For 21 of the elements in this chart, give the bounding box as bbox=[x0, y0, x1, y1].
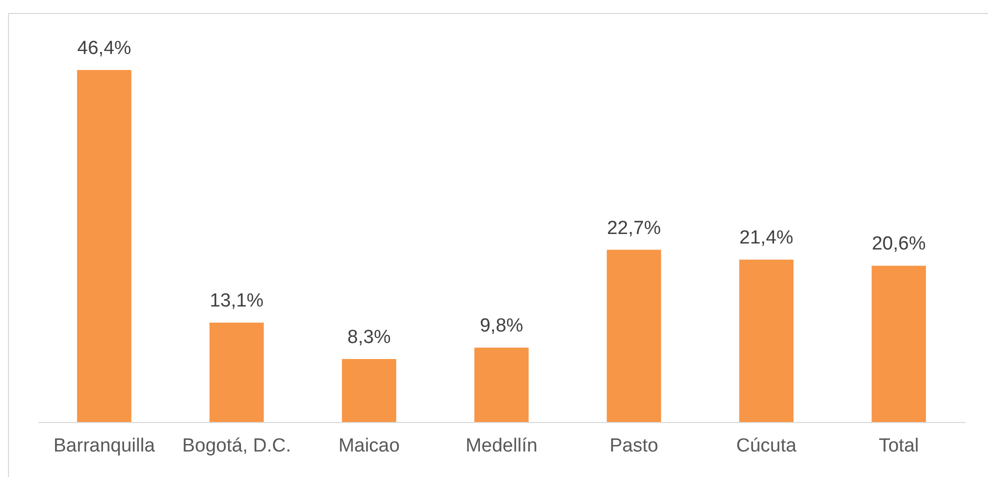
bar bbox=[739, 260, 794, 422]
data-label: 46,4% bbox=[77, 38, 132, 59]
bar bbox=[474, 348, 529, 422]
data-label: 13,1% bbox=[210, 290, 264, 312]
x-tick-label: Maicao bbox=[338, 436, 400, 456]
bar bbox=[872, 266, 926, 422]
x-tick-label: Medellín bbox=[466, 436, 538, 456]
x-tick-label: Cúcuta bbox=[736, 436, 797, 456]
bar bbox=[77, 70, 132, 422]
bar bbox=[209, 322, 264, 422]
bar bbox=[606, 250, 662, 422]
data-label: 8,3% bbox=[347, 327, 391, 348]
x-tick-label: Pasto bbox=[610, 436, 658, 456]
x-tick-label: Bogotá, D.C. bbox=[182, 436, 292, 456]
data-label: 9,8% bbox=[480, 316, 524, 337]
data-label: 22,7% bbox=[606, 218, 661, 239]
bar bbox=[342, 359, 396, 422]
data-label: 21,4% bbox=[739, 228, 794, 249]
x-tick-label: Barranquilla bbox=[54, 436, 156, 456]
x-tick-label: Total bbox=[878, 436, 919, 456]
data-label: 20,6% bbox=[872, 234, 926, 255]
